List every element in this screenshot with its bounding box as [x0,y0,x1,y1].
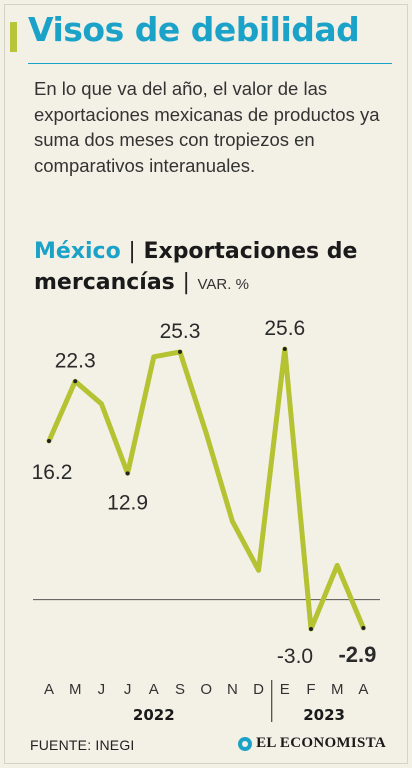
series-line [46,346,366,632]
title-rule [28,63,392,64]
title-accent-bar [10,22,17,52]
data-point [178,349,182,354]
chart-heading: México | Exportaciones de mercancías | V… [34,236,394,300]
year-label: 2023 [303,706,345,724]
x-tick-label: J [98,681,106,698]
data-point [361,626,366,631]
chart-unit: VAR. % [197,276,249,293]
x-tick-label: E [280,681,290,698]
brand-name: EL ECONOMISTA [256,735,386,751]
x-tick-label: M [69,681,82,698]
value-label: 12.9 [107,491,148,514]
data-point [125,471,130,476]
x-tick-label: J [124,681,132,698]
x-tick-label: S [175,681,185,698]
year-label: 2022 [133,706,175,724]
frame [4,4,408,764]
value-label: 25.6 [264,317,305,340]
data-point [73,379,78,384]
x-tick-label: M [331,681,344,698]
brand-logo-icon [238,736,253,751]
chart-separator-2: | [182,270,190,295]
value-label: 25.3 [160,320,201,343]
chart-title: Exportaciones de mercancías [34,239,358,295]
value-label: -3.0 [277,645,313,668]
value-label: 16.2 [32,461,73,484]
data-point [282,347,287,351]
chart-country: México [34,239,121,264]
source-note: FUENTE: INEGI [30,737,135,753]
x-tick-label: N [227,681,238,698]
x-tick-label: A [44,681,54,698]
data-point [309,627,313,631]
value-label: 22.3 [55,349,96,372]
value-label: -2.9 [338,642,376,667]
x-tick-label: D [253,681,264,698]
x-tick-label: A [149,681,159,698]
subtitle: En lo que va del año, el valor de las ex… [34,78,380,176]
x-tick-label: F [306,681,315,698]
data-point [47,439,51,444]
x-tick-label: O [200,681,212,698]
brand-logo: EL ECONOMISTA [238,735,386,752]
chart-separator: | [128,239,136,264]
x-tick-label: A [358,681,368,698]
page-title: Visos de debilidad [28,10,360,49]
